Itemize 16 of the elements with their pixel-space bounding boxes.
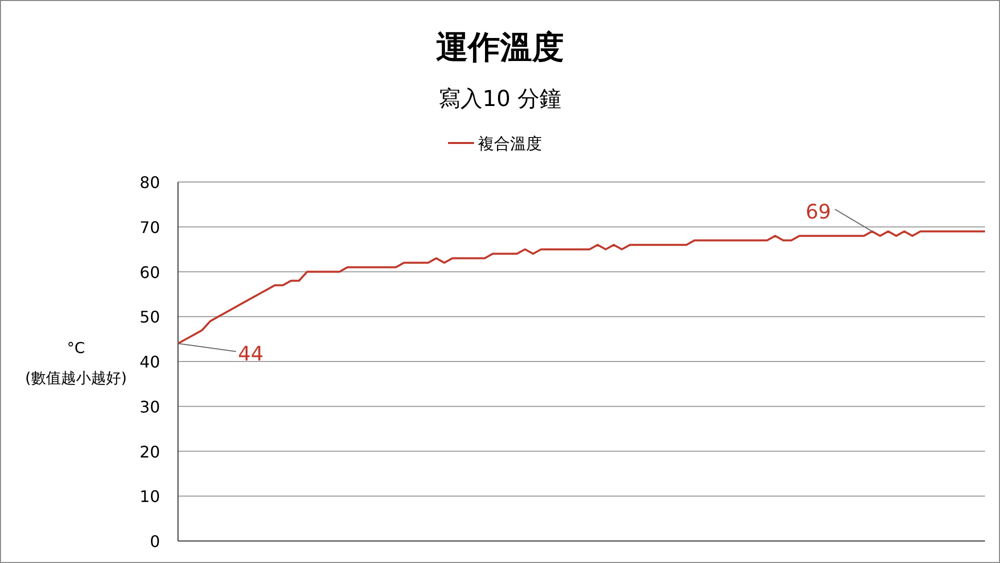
y-tick-label: 80 — [140, 173, 160, 192]
y-tick-label: 10 — [140, 487, 160, 506]
y-tick-label: 40 — [140, 352, 160, 372]
chart-title: 運作溫度 — [436, 28, 564, 66]
y-tick-label: 30 — [140, 397, 160, 416]
legend-label: 複合溫度 — [478, 134, 542, 153]
y-tick-label: 70 — [140, 218, 160, 237]
y-tick-label: 60 — [140, 262, 160, 282]
y-axis-title: °C (數值越小越好) — [25, 339, 127, 387]
y-tick-label: 20 — [140, 442, 160, 462]
y-tick-label: 0 — [150, 532, 160, 551]
annotation: 44 — [238, 342, 264, 366]
line-series — [177, 230, 986, 345]
chart-subtitle: 寫入10 分鐘 — [438, 87, 562, 112]
annotation: 69 — [806, 199, 832, 224]
y-tick-label: 50 — [140, 308, 160, 327]
